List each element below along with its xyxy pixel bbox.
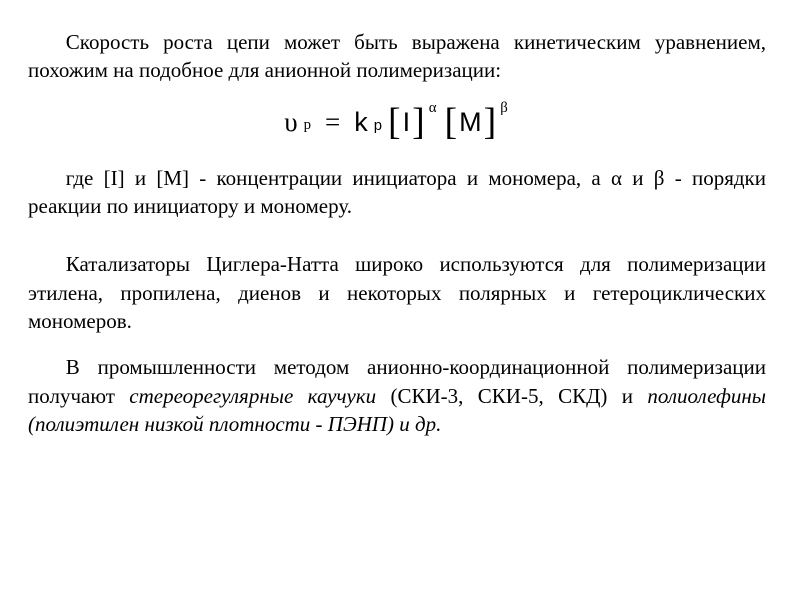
eq-k-subscript: р (374, 118, 382, 134)
eq-I: I (401, 107, 413, 138)
p4-run-b: (СКИ-3, СКИ-5, СКД) и (376, 384, 647, 408)
eq-k: k (354, 107, 368, 138)
p4-italic-1: стереорегулярные каучуки (129, 384, 376, 408)
eq-lhs-symbol: υ (284, 107, 297, 138)
eq-M: M (457, 107, 484, 138)
paragraph-industry: В промышленности методом анионно-координ… (28, 353, 766, 438)
paragraph-where: где [I] и [M] - концентрации инициатора … (28, 164, 766, 221)
eq-bracket-M: [ M ] (445, 107, 497, 138)
eq-equals: = (325, 107, 340, 138)
document-page: Скорость роста цепи может быть выражена … (0, 0, 800, 600)
equation: υр = kр [ I ] α [ M ] β (28, 107, 766, 138)
eq-bracket-I: [ I ] (388, 107, 425, 138)
eq-beta: β (500, 100, 508, 117)
paragraph-intro: Скорость роста цепи может быть выражена … (28, 28, 766, 85)
eq-alpha: α (429, 100, 437, 117)
paragraph-catalysts: Катализаторы Циглера-Натта широко исполь… (28, 250, 766, 335)
eq-lhs-subscript: р (304, 117, 311, 134)
